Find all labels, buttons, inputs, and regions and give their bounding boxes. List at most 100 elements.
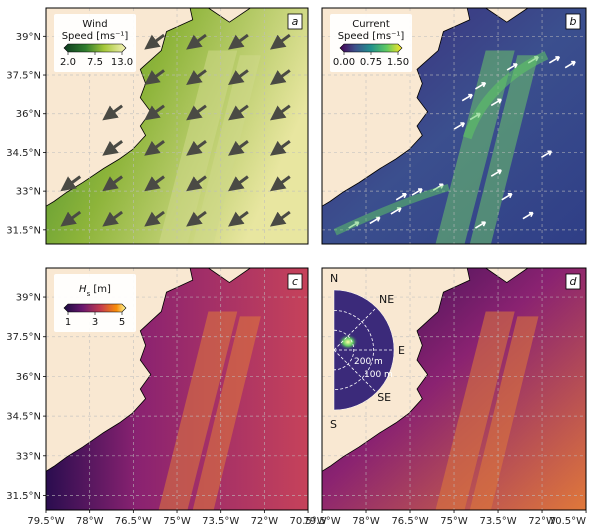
panel-frame [45,7,309,245]
y-tick-label: 34.5°N [6,412,41,423]
colorbar-bar [63,303,127,313]
wind-arrow [60,210,82,227]
x-tick-label: 72°W [528,516,556,527]
panel-label: d [565,273,581,290]
wind-arrow [269,210,291,227]
panel-label: b [565,13,581,30]
compass-se: SE [377,391,391,404]
colorbar-box [330,14,412,72]
current-arrow [490,98,502,107]
wind-arrow [144,140,165,156]
spectrum-ring [333,310,374,390]
colorbar-tick-label: 13.0 [111,57,133,68]
wind-arrow [144,175,165,192]
colorbar-tick-label: 2.0 [60,57,76,68]
satellite-swaths [435,311,539,510]
x-tick-label: 70.5°W [289,516,326,527]
current-arrow [395,193,407,201]
y-tick-label: 36°N [16,372,41,383]
wind-arrow [269,140,291,156]
wind-arrow [228,33,249,50]
colorbar: Hs [m] 1 3 5 [54,274,136,332]
wind-arrow [228,210,249,227]
wind-arrow [102,104,124,121]
y-axis-ticks: 39°N 37.5°N 36°N 34.5°N 33°N 31.5°N [6,293,46,502]
wind-arrow [228,175,249,192]
wave-spectrum-inset: N NE E SE S 200 m 100 m [330,272,405,431]
wind-arrow [269,33,291,50]
wind-arrow [186,104,207,121]
wind-arrow [60,175,82,192]
current-arrow [501,193,513,201]
swath-2 [469,55,539,245]
ring-label: 100 m [364,370,393,380]
current-arrow [548,56,561,64]
panel-label-box [287,13,303,30]
x-tick-label: 75°W [440,516,468,527]
gulf-stream [462,51,549,140]
swath-2 [192,316,261,510]
current-arrow [540,150,553,159]
spectrum-ring [333,329,355,371]
wind-arrow [102,210,124,227]
satellite-swaths [435,50,539,245]
current-arrow [453,122,465,130]
wind-arrow [186,140,207,156]
colorbar-title-line1: Wind [82,19,107,30]
panel-d: d N NE E SE S 200 m 100 m [321,267,587,511]
y-tick-label: 37.5°N [6,71,41,82]
y-tick-label: 33°N [16,451,41,462]
colorbar-tick-label: 3 [92,317,98,328]
colorbar-title-line2: Speed [ms⁻¹] [338,31,405,42]
y-tick-label: 33°N [16,187,41,198]
y-tick-label: 36°N [16,109,41,120]
panel-frame [321,7,587,245]
colorbar-bar [63,43,127,53]
y-axis-ticks: 39°N 37.5°N 36°N 34.5°N 33°N 31.5°N [6,32,46,236]
wind-arrow [186,33,207,50]
swath-2 [192,55,261,245]
panel-label-text: a [292,15,299,28]
current-arrow [522,211,534,220]
wind-arrow [102,140,124,156]
compass-s: S [330,418,337,431]
panel-label-box [287,273,303,290]
x-tick-label: 76.5°W [391,516,428,527]
colorbar-tick-label: 5 [119,317,125,328]
x-tick-label: 79.5°W [27,516,64,527]
colorbar-tick-label: 1 [65,317,71,328]
panel-label: a [287,13,303,30]
panel-label-text: c [292,275,298,288]
x-tick-label: 72°W [251,516,279,527]
x-axis-ticks: 79.5°W 78°W 76.5°W 75°W 73.5°W 72°W 70.5°W [27,510,327,527]
panel-label-text: b [570,15,577,28]
panel-c: c Hs [m] 1 3 5 [45,267,309,511]
current-band [333,184,450,236]
y-tick-label: 39°N [16,32,41,43]
swath-1 [158,311,238,510]
swath-1 [435,50,515,245]
wind-arrow [186,175,207,192]
y-tick-label: 37.5°N [6,332,41,343]
x-tick-label: 70.5°W [549,516,586,527]
x-tick-label: 75°W [163,516,191,527]
x-tick-label: 78°W [352,516,380,527]
wind-arrows [60,33,291,227]
x-tick-label: 78°W [76,516,104,527]
wind-arrow [228,104,249,121]
wind-arrow [144,33,165,50]
current-arrow [490,169,502,177]
compass-e: E [398,344,405,357]
wind-arrow [102,175,124,192]
colorbar-title-line2: Speed [ms⁻¹] [62,31,129,42]
panel-label-box [565,13,581,30]
wind-arrow [269,69,291,85]
compass-ne: NE [379,293,394,306]
swath-2 [469,316,539,510]
x-tick-label: 79.5°W [303,516,340,527]
wind-arrow [144,104,165,121]
